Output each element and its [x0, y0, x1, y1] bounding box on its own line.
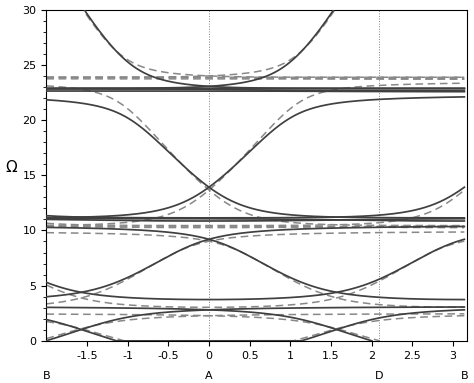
- Text: B: B: [43, 371, 50, 381]
- Text: D: D: [375, 371, 383, 381]
- Text: B: B: [461, 371, 468, 381]
- Y-axis label: Ω: Ω: [6, 160, 18, 175]
- Text: A: A: [205, 371, 213, 381]
